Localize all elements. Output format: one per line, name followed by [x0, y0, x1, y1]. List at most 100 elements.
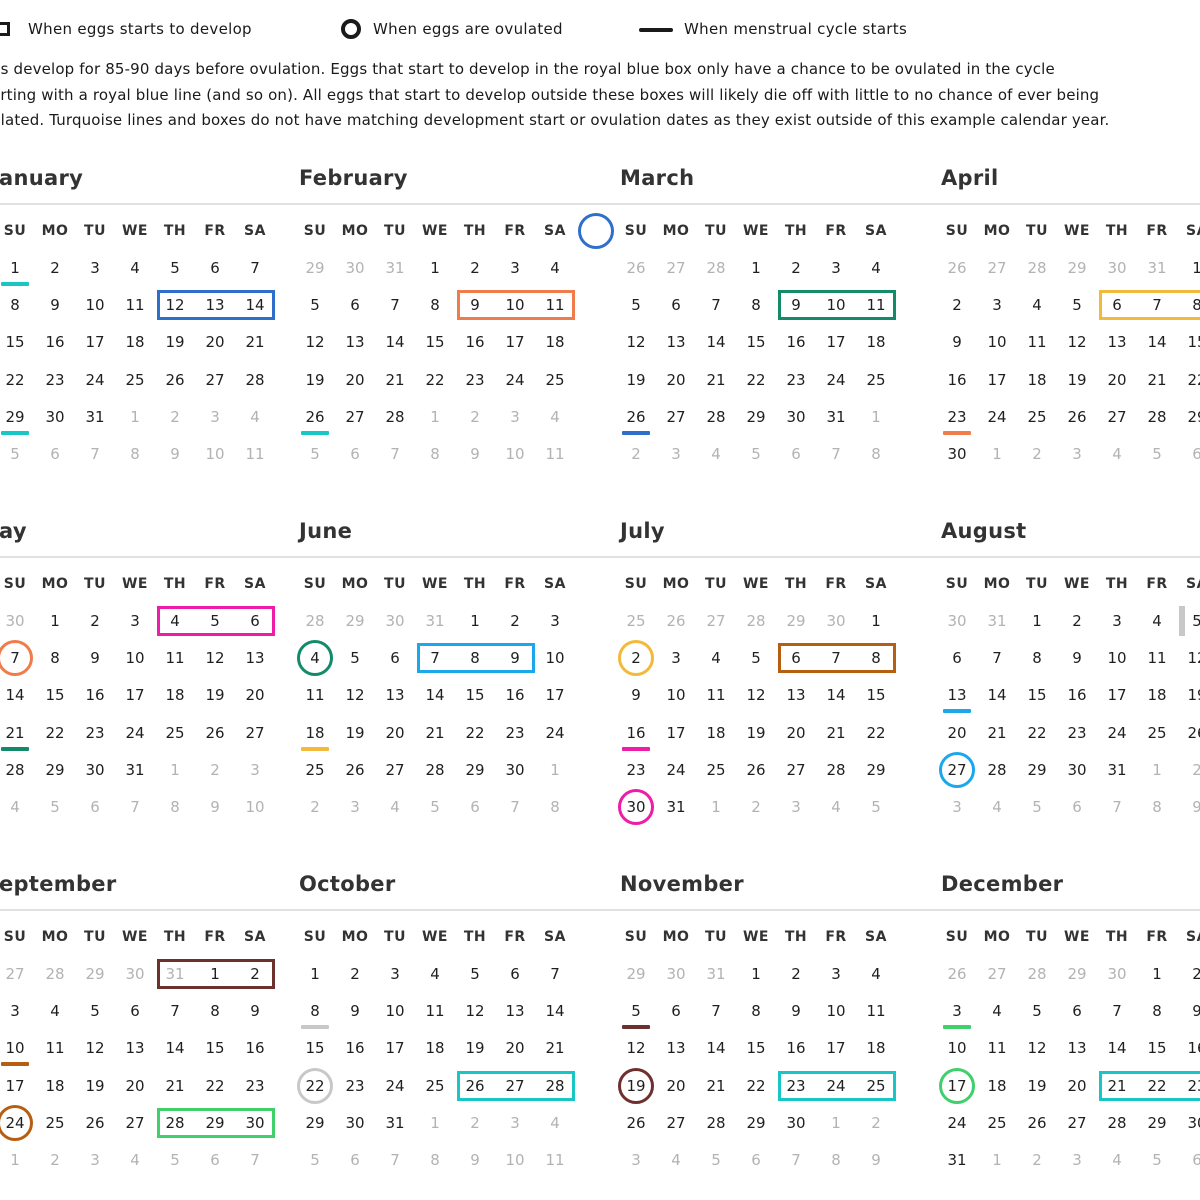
day-cell: 8: [1152, 1002, 1162, 1021]
other-month-day: 30: [345, 259, 365, 277]
month-title: June: [299, 519, 353, 543]
weekday-header: TH: [163, 576, 187, 592]
day-cell: 27: [666, 1113, 686, 1132]
day-cell: 26: [1187, 723, 1200, 742]
other-month-day: 8: [831, 1151, 841, 1169]
day-cell: 12: [746, 686, 766, 705]
cycle-start-line: [1, 430, 29, 435]
day-cell: 22: [5, 370, 25, 389]
other-month-day: 3: [671, 445, 681, 463]
day-cell: 11: [45, 1039, 65, 1058]
weekday-header: SA: [544, 223, 566, 239]
cycle-start-line: [301, 746, 329, 751]
day-cell: 28: [706, 1113, 726, 1132]
other-month-day: 28: [746, 612, 766, 630]
day-cell: 12: [345, 686, 365, 705]
day-cell: 2: [50, 259, 60, 277]
day-cell: 23: [1187, 1076, 1200, 1095]
weekday-header: WE: [121, 929, 148, 945]
day-cell: 21: [425, 723, 445, 742]
other-month-day: 6: [470, 798, 480, 816]
day-cell: 25: [866, 370, 886, 389]
day-cell: 6: [390, 649, 400, 668]
other-month-day: 27: [706, 612, 726, 630]
other-month-day: 5: [310, 445, 320, 463]
day-cell: 12: [1027, 1039, 1047, 1058]
day-cell: 17: [987, 370, 1007, 389]
month-divider: [620, 556, 942, 558]
day-cell: 13: [786, 686, 806, 705]
day-cell: 25: [987, 1113, 1007, 1132]
day-cell: 3: [550, 612, 560, 630]
weekday-header: WE: [121, 223, 148, 239]
day-cell: 3: [952, 1002, 962, 1021]
other-month-day: 1: [430, 1113, 440, 1132]
other-month-day: 29: [85, 965, 105, 983]
other-month-day: 8: [430, 1151, 440, 1169]
weekday-header: TH: [163, 223, 187, 239]
other-month-day: 10: [205, 445, 225, 463]
day-cell: 5: [631, 296, 641, 315]
day-cell: 27: [125, 1113, 145, 1132]
day-cell: 16: [345, 1039, 365, 1058]
other-month-day: 2: [210, 760, 220, 779]
weekday-header: SU: [945, 576, 969, 592]
day-cell: 17: [947, 1076, 967, 1095]
weekday-header: FR: [204, 576, 226, 592]
day-cell: 30: [505, 760, 525, 779]
month-title: anuary: [0, 166, 84, 190]
day-cell: 4: [50, 1002, 60, 1021]
other-month-day: 3: [952, 798, 962, 816]
day-cell: 21: [545, 1039, 565, 1058]
day-cell: 25: [425, 1076, 445, 1095]
day-cell: 3: [10, 1002, 20, 1021]
day-cell: 5: [350, 649, 360, 668]
day-cell: 7: [10, 649, 20, 668]
other-month-day: 7: [510, 798, 520, 816]
day-cell: 15: [305, 1039, 325, 1058]
other-month-day: 1: [992, 1151, 1002, 1169]
other-month-day: 9: [470, 445, 480, 463]
day-cell: 13: [505, 1002, 525, 1021]
day-cell: 17: [385, 1039, 405, 1058]
day-cell: 19: [345, 723, 365, 742]
legend-ovulated-label: When eggs are ovulated: [373, 20, 563, 38]
day-cell: 12: [626, 1039, 646, 1058]
day-cell: 8: [1192, 296, 1200, 315]
other-month-day: 6: [350, 445, 360, 463]
other-month-day: 2: [751, 798, 761, 816]
weekday-header: SU: [624, 929, 648, 945]
day-cell: 13: [245, 649, 265, 668]
day-cell: 23: [947, 407, 967, 426]
day-cell: 15: [205, 1039, 225, 1058]
weekday-header: SA: [865, 223, 887, 239]
day-cell: 14: [545, 1002, 565, 1021]
weekday-header: SU: [303, 929, 327, 945]
day-cell: 13: [947, 686, 967, 705]
day-cell: 3: [671, 649, 681, 668]
other-month-day: 7: [130, 798, 140, 816]
cycle-start-line: [1, 1062, 29, 1067]
month-title: March: [620, 166, 695, 190]
cycle-start-line: [301, 430, 329, 435]
day-cell: 23: [626, 760, 646, 779]
day-cell: 3: [1112, 612, 1122, 630]
day-cell: 7: [831, 649, 841, 668]
day-cell: 2: [791, 965, 801, 983]
day-cell: 19: [165, 333, 185, 352]
day-cell: 10: [947, 1039, 967, 1058]
day-cell: 15: [1187, 333, 1200, 352]
day-cell: 24: [826, 370, 846, 389]
day-cell: 3: [90, 259, 100, 277]
day-cell: 22: [1147, 1076, 1167, 1095]
weekday-header: TH: [784, 929, 808, 945]
month-divider: [299, 556, 621, 558]
other-month-day: 5: [1152, 1151, 1162, 1169]
other-month-day: 30: [947, 612, 967, 630]
day-cell: 26: [305, 407, 325, 426]
other-month-day: 8: [170, 798, 180, 816]
month-title: December: [941, 872, 1064, 896]
other-month-day: 4: [550, 1113, 560, 1132]
day-cell: 19: [626, 370, 646, 389]
day-cell: 14: [1147, 333, 1167, 352]
